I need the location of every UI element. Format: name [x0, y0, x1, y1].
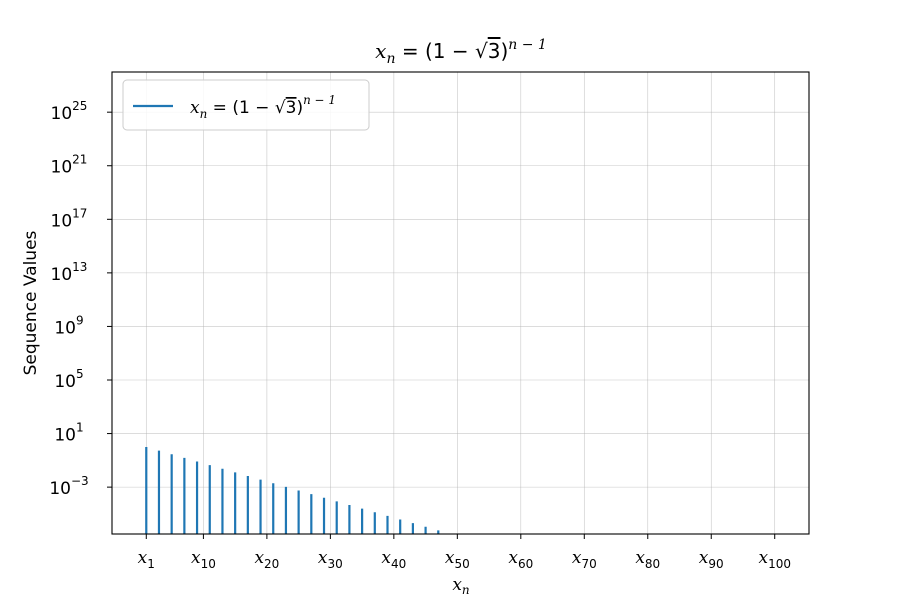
x-tick-label: x60	[508, 548, 533, 571]
x-axis: x1 x10 x20 x30 x40 x50 x60 x70 x80 x90 x100	[138, 534, 791, 571]
x-tick-label: x1	[138, 548, 155, 571]
x-tick-label: x90	[699, 548, 724, 571]
x-tick-label: x20	[254, 548, 279, 571]
y-tick-label: 1013	[51, 260, 88, 285]
y-axis: 10−3 101 105 109 1013 1017 1021 1025	[49, 99, 112, 499]
y-tick-label: 105	[54, 367, 83, 392]
y-tick-label: 101	[54, 421, 83, 446]
x-tick-label: x50	[445, 548, 470, 571]
x-tick-label: x70	[572, 548, 597, 571]
x-tick-label: x40	[381, 548, 406, 571]
y-tick-label: 1025	[51, 99, 88, 124]
y-tick-label: 10−3	[49, 474, 88, 499]
series-line	[145, 446, 440, 534]
x-tick-label: x100	[758, 548, 791, 571]
plot-frame	[111, 71, 810, 535]
x-tick-label: x80	[635, 548, 660, 571]
y-tick-label: 1017	[51, 206, 88, 231]
legend: xn = (1 − √3)n − 1	[122, 79, 370, 131]
chart-title: xn = (1 − √3)n − 1	[375, 37, 547, 67]
y-tick-label: 109	[54, 313, 83, 338]
x-axis-label: xn	[452, 575, 469, 597]
x-tick-label: x30	[318, 548, 343, 571]
x-tick-label: x10	[191, 548, 216, 571]
y-tick-label: 1021	[51, 153, 88, 178]
y-axis-label: Sequence Values	[21, 230, 41, 375]
series-layer	[145, 446, 440, 534]
grid	[112, 72, 809, 534]
legend-entry: xn = (1 − √3)n − 1	[190, 93, 336, 121]
